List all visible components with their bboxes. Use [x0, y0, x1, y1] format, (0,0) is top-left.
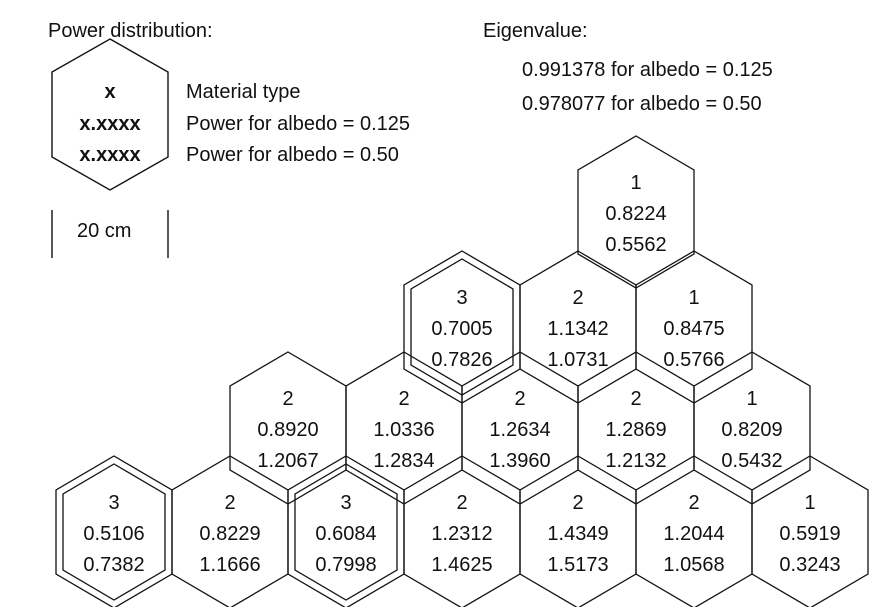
hex-power-albedo-050: 0.5766 — [663, 349, 724, 371]
hex-power-albedo-0125: 0.8475 — [663, 318, 724, 340]
legend-label-power-125: Power for albedo = 0.125 — [186, 113, 411, 135]
hex-cell: 3 0.5106 0.7382 — [55, 455, 173, 607]
hex-material-type: 3 — [340, 492, 351, 514]
hex-outline — [751, 455, 869, 607]
hex-material-type: 1 — [688, 287, 699, 309]
hex-power-albedo-0125: 0.8224 — [605, 203, 666, 225]
hex-material-type: 2 — [572, 492, 583, 514]
hex-material-type: 2 — [688, 492, 699, 514]
hex-material-type: 2 — [572, 287, 583, 309]
eigenvalue-line-1: 0.991378 for albedo = 0.125 — [522, 59, 773, 81]
hex-cell: 2 1.0336 1.2834 — [345, 351, 463, 505]
hex-power-albedo-0125: 0.7005 — [431, 318, 492, 340]
hex-cell: 2 1.1342 1.0731 — [519, 250, 637, 404]
hex-material-type: 3 — [108, 492, 119, 514]
hex-cell: 2 0.8920 1.2067 — [229, 351, 347, 505]
hex-power-albedo-050: 1.1666 — [199, 554, 260, 576]
hex-power-albedo-050: 0.3243 — [779, 554, 840, 576]
eigenvalue-line-2: 0.978077 for albedo = 0.50 — [522, 93, 762, 115]
hex-power-albedo-050: 0.7998 — [315, 554, 376, 576]
hex-cell: 2 1.4349 1.5173 — [519, 455, 637, 607]
legend-key-line-p125: x.xxxx — [79, 113, 140, 135]
hex-material-type: 3 — [456, 287, 467, 309]
hex-cell: 3 0.7005 0.7826 — [403, 250, 521, 404]
hex-inner-outline — [62, 463, 166, 601]
hex-material-type: 2 — [630, 388, 641, 410]
scale-label: 20 cm — [77, 220, 132, 242]
hex-material-type: 1 — [746, 388, 757, 410]
hex-power-albedo-0125: 0.5919 — [779, 523, 840, 545]
hex-power-albedo-0125: 1.4349 — [547, 523, 608, 545]
hex-cell: 2 1.2044 1.0568 — [635, 455, 753, 607]
hex-power-albedo-050: 1.4625 — [431, 554, 492, 576]
hex-cell: 3 0.6084 0.7998 — [287, 455, 405, 607]
hex-power-albedo-0125: 1.1342 — [547, 318, 608, 340]
hex-power-albedo-0125: 0.8920 — [257, 419, 318, 441]
hex-power-albedo-0125: 1.2312 — [431, 523, 492, 545]
hex-cell: 1 0.8224 0.5562 — [577, 135, 695, 289]
hex-cell: 1 0.5919 0.3243 — [751, 455, 869, 607]
hex-cell: 2 1.2869 1.2132 — [577, 351, 695, 505]
hex-cell: 1 0.8209 0.5432 — [693, 351, 811, 505]
hex-power-albedo-0125: 0.6084 — [315, 523, 376, 545]
hex-power-albedo-050: 1.0568 — [663, 554, 724, 576]
hex-material-type: 2 — [456, 492, 467, 514]
hex-power-albedo-050: 1.0731 — [547, 349, 608, 371]
eigenvalue-title: Eigenvalue: — [483, 20, 588, 42]
hex-cell: 2 1.2312 1.4625 — [403, 455, 521, 607]
hex-cell: 2 1.2634 1.3960 — [461, 351, 579, 505]
hex-power-albedo-0125: 1.2044 — [663, 523, 724, 545]
hex-power-albedo-0125: 0.5106 — [83, 523, 144, 545]
hex-power-albedo-050: 0.5432 — [721, 450, 782, 472]
hex-power-albedo-050: 1.3960 — [489, 450, 550, 472]
hex-power-albedo-050: 0.5562 — [605, 234, 666, 256]
hex-power-albedo-050: 0.7826 — [431, 349, 492, 371]
hex-power-albedo-0125: 0.8209 — [721, 419, 782, 441]
legend-label-material-type: Material type — [186, 81, 301, 103]
hex-material-type: 1 — [804, 492, 815, 514]
hex-power-albedo-0125: 1.2634 — [489, 419, 550, 441]
legend-key-line-type: x — [104, 81, 115, 103]
hex-material-type: 2 — [282, 388, 293, 410]
legend-key-line-p50: x.xxxx — [79, 144, 140, 166]
hex-power-albedo-0125: 1.2869 — [605, 419, 666, 441]
hex-material-type: 2 — [224, 492, 235, 514]
hex-material-type: 1 — [630, 172, 641, 194]
hex-material-type: 2 — [398, 388, 409, 410]
hex-power-albedo-0125: 1.0336 — [373, 419, 434, 441]
hex-cell: 1 0.8475 0.5766 — [635, 250, 753, 404]
hex-material-type: 2 — [514, 388, 525, 410]
hex-cell: 2 0.8229 1.1666 — [171, 455, 289, 607]
hex-power-albedo-050: 0.7382 — [83, 554, 144, 576]
legend-title: Power distribution: — [48, 20, 213, 42]
hex-power-albedo-050: 1.2067 — [257, 450, 318, 472]
legend-label-power-50: Power for albedo = 0.50 — [186, 144, 399, 166]
hex-power-albedo-0125: 0.8229 — [199, 523, 260, 545]
hex-inner-outline — [294, 463, 398, 601]
core-hex-grid: 1 0.8224 0.5562 3 0.7005 0.7826 2 1.1342 1.0731 1… — [55, 135, 869, 607]
hex-power-albedo-050: 1.2132 — [605, 450, 666, 472]
hex-power-albedo-050: 1.2834 — [373, 450, 434, 472]
hex-power-albedo-050: 1.5173 — [547, 554, 608, 576]
legend-key-hexagon: x x.xxxx x.xxxx — [51, 38, 169, 191]
